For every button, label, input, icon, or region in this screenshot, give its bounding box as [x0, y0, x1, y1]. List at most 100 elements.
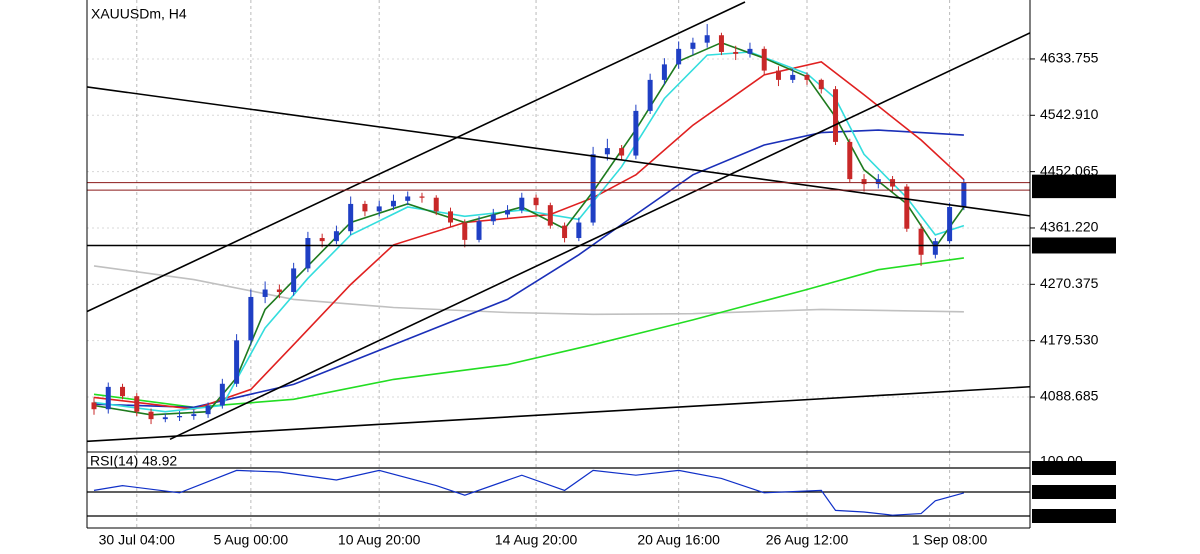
candle-body — [775, 70, 781, 80]
rsi-line — [93, 469, 965, 516]
candle-body — [148, 411, 154, 420]
candle-body — [333, 231, 339, 242]
rsi-panel — [87, 452, 1030, 528]
x-tick-label: 10 Aug 20:00 — [338, 532, 421, 548]
candle-body — [790, 74, 796, 80]
candle-body — [804, 74, 810, 80]
candle-body — [291, 268, 297, 292]
axes: XAUUSDm, H4 4633.755 4542.910 4452.065 4361.… — [90, 6, 1116, 548]
candle-body — [505, 210, 511, 215]
moving-average — [93, 257, 965, 409]
candle-body — [818, 79, 824, 90]
candle-body — [861, 179, 867, 185]
candle-body — [91, 402, 97, 410]
y-tick-label: 4452.065 — [1040, 162, 1099, 178]
candle-body — [490, 214, 496, 222]
candle-body — [262, 289, 268, 297]
candle-body — [319, 238, 325, 242]
price-panel — [87, 0, 1030, 452]
trendline — [87, 385, 1030, 443]
candle-body — [833, 89, 839, 142]
candle-body — [519, 197, 525, 211]
moving-average — [93, 61, 965, 411]
x-tick-label: 20 Aug 16:00 — [637, 532, 720, 548]
price-label-box — [1032, 237, 1116, 254]
candle-body — [690, 42, 696, 49]
y-tick-label: 4270.375 — [1040, 275, 1099, 291]
level-label-box — [1032, 461, 1116, 475]
y-tick-label: 4542.910 — [1040, 106, 1099, 122]
y-tick-label: 4361.220 — [1040, 219, 1099, 235]
candle-body — [932, 241, 938, 255]
candle-body — [405, 196, 411, 201]
candle-body — [619, 148, 625, 156]
candle-body — [918, 228, 924, 255]
candle-body — [177, 416, 183, 418]
candle-body — [362, 203, 368, 212]
candle-body — [661, 64, 667, 80]
candle-body — [191, 414, 197, 417]
candle-body — [761, 48, 767, 71]
candle-body — [875, 179, 881, 185]
candle-body — [219, 383, 225, 406]
price-label: 4434.307 — [1036, 174, 1095, 190]
trendline — [169, 31, 1030, 441]
price-label-box — [1032, 174, 1116, 191]
candle-body — [376, 206, 382, 212]
candle-body — [847, 141, 853, 180]
candle-body — [162, 417, 168, 420]
indicator-title: RSI(14) 48.92 — [90, 453, 177, 469]
y-tick-label: 20.00 — [1040, 508, 1075, 524]
x-tick-label: 30 Jul 04:00 — [99, 532, 175, 548]
y-tick-label: 4633.755 — [1040, 50, 1099, 66]
candle-body — [276, 289, 282, 292]
candle-body — [647, 79, 653, 111]
x-tick-label: 14 Aug 20:00 — [495, 532, 578, 548]
candle-body — [961, 182, 967, 208]
candle-body — [234, 340, 240, 384]
y-tick-label: 4179.530 — [1040, 331, 1099, 347]
x-tick-label: 1 Sep 08:00 — [912, 532, 988, 548]
candle-body — [120, 386, 126, 397]
level-label-box — [1032, 509, 1116, 523]
y-tick-label: 0.00 — [1040, 509, 1067, 525]
candle-body — [134, 396, 140, 412]
candle-body — [419, 196, 425, 198]
candle-body — [633, 110, 639, 156]
candle-body — [462, 222, 468, 240]
candle-body — [390, 200, 396, 207]
candle-body — [248, 296, 254, 341]
candle-body — [733, 51, 739, 54]
moving-average — [93, 265, 964, 316]
candle-body — [576, 222, 582, 239]
candle-body — [747, 48, 753, 54]
candle-body — [562, 225, 568, 239]
candle-body — [476, 221, 482, 240]
candle-body — [205, 405, 211, 415]
x-tick-label: 26 Aug 12:00 — [766, 532, 849, 548]
candle-body — [590, 154, 596, 223]
x-tick-label: 5 Aug 00:00 — [213, 532, 288, 548]
candle-body — [533, 197, 539, 206]
chart-title: XAUUSDm, H4 — [91, 6, 187, 22]
candle-body — [105, 386, 111, 410]
candle-body — [547, 205, 553, 226]
candle-body — [305, 238, 311, 269]
price-label: 4333.002 — [1036, 237, 1095, 253]
candle-body — [448, 211, 453, 223]
candle-body — [604, 148, 610, 155]
y-tick-label: 4088.685 — [1040, 388, 1099, 404]
candle-body — [348, 203, 354, 232]
trendline — [87, 1, 746, 313]
candle-body — [947, 207, 953, 242]
candle-body — [904, 186, 910, 229]
candle-body — [676, 48, 682, 65]
candle-body — [704, 35, 710, 43]
candle-body — [718, 35, 724, 52]
candle-body — [433, 197, 439, 212]
y-tick-label: 50.00 — [1040, 484, 1075, 500]
y-tick-label: 80.00 — [1040, 460, 1075, 476]
trendline — [87, 86, 1030, 217]
